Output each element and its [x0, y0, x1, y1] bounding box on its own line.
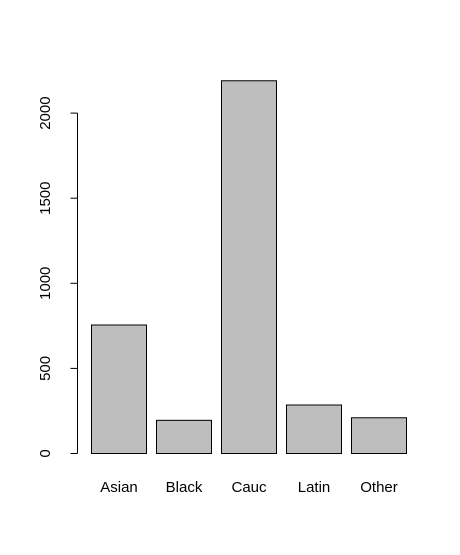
bar-black	[156, 419, 212, 455]
category-label-asian: Asian	[100, 479, 138, 496]
y-tick-label-0: 0	[37, 449, 54, 457]
y-tick-label-1500: 1500	[37, 182, 54, 215]
category-label-black: Black	[166, 479, 203, 496]
category-label-latin: Latin	[298, 479, 331, 496]
y-axis: 0 500 1000 1500 2000	[37, 96, 78, 458]
bar-asian	[91, 324, 147, 454]
bar-latin	[286, 404, 342, 455]
y-tick-label-500: 500	[37, 356, 54, 381]
category-label-cauc: Cauc	[231, 479, 267, 496]
bars-layer	[91, 80, 407, 455]
x-axis-labels: Asian Black Cauc Latin Other	[100, 479, 398, 496]
bar-cauc	[221, 80, 277, 455]
category-label-other: Other	[360, 479, 398, 496]
y-tick-label-1000: 1000	[37, 267, 54, 300]
bar-other	[351, 417, 407, 454]
y-tick-label-2000: 2000	[37, 96, 54, 129]
